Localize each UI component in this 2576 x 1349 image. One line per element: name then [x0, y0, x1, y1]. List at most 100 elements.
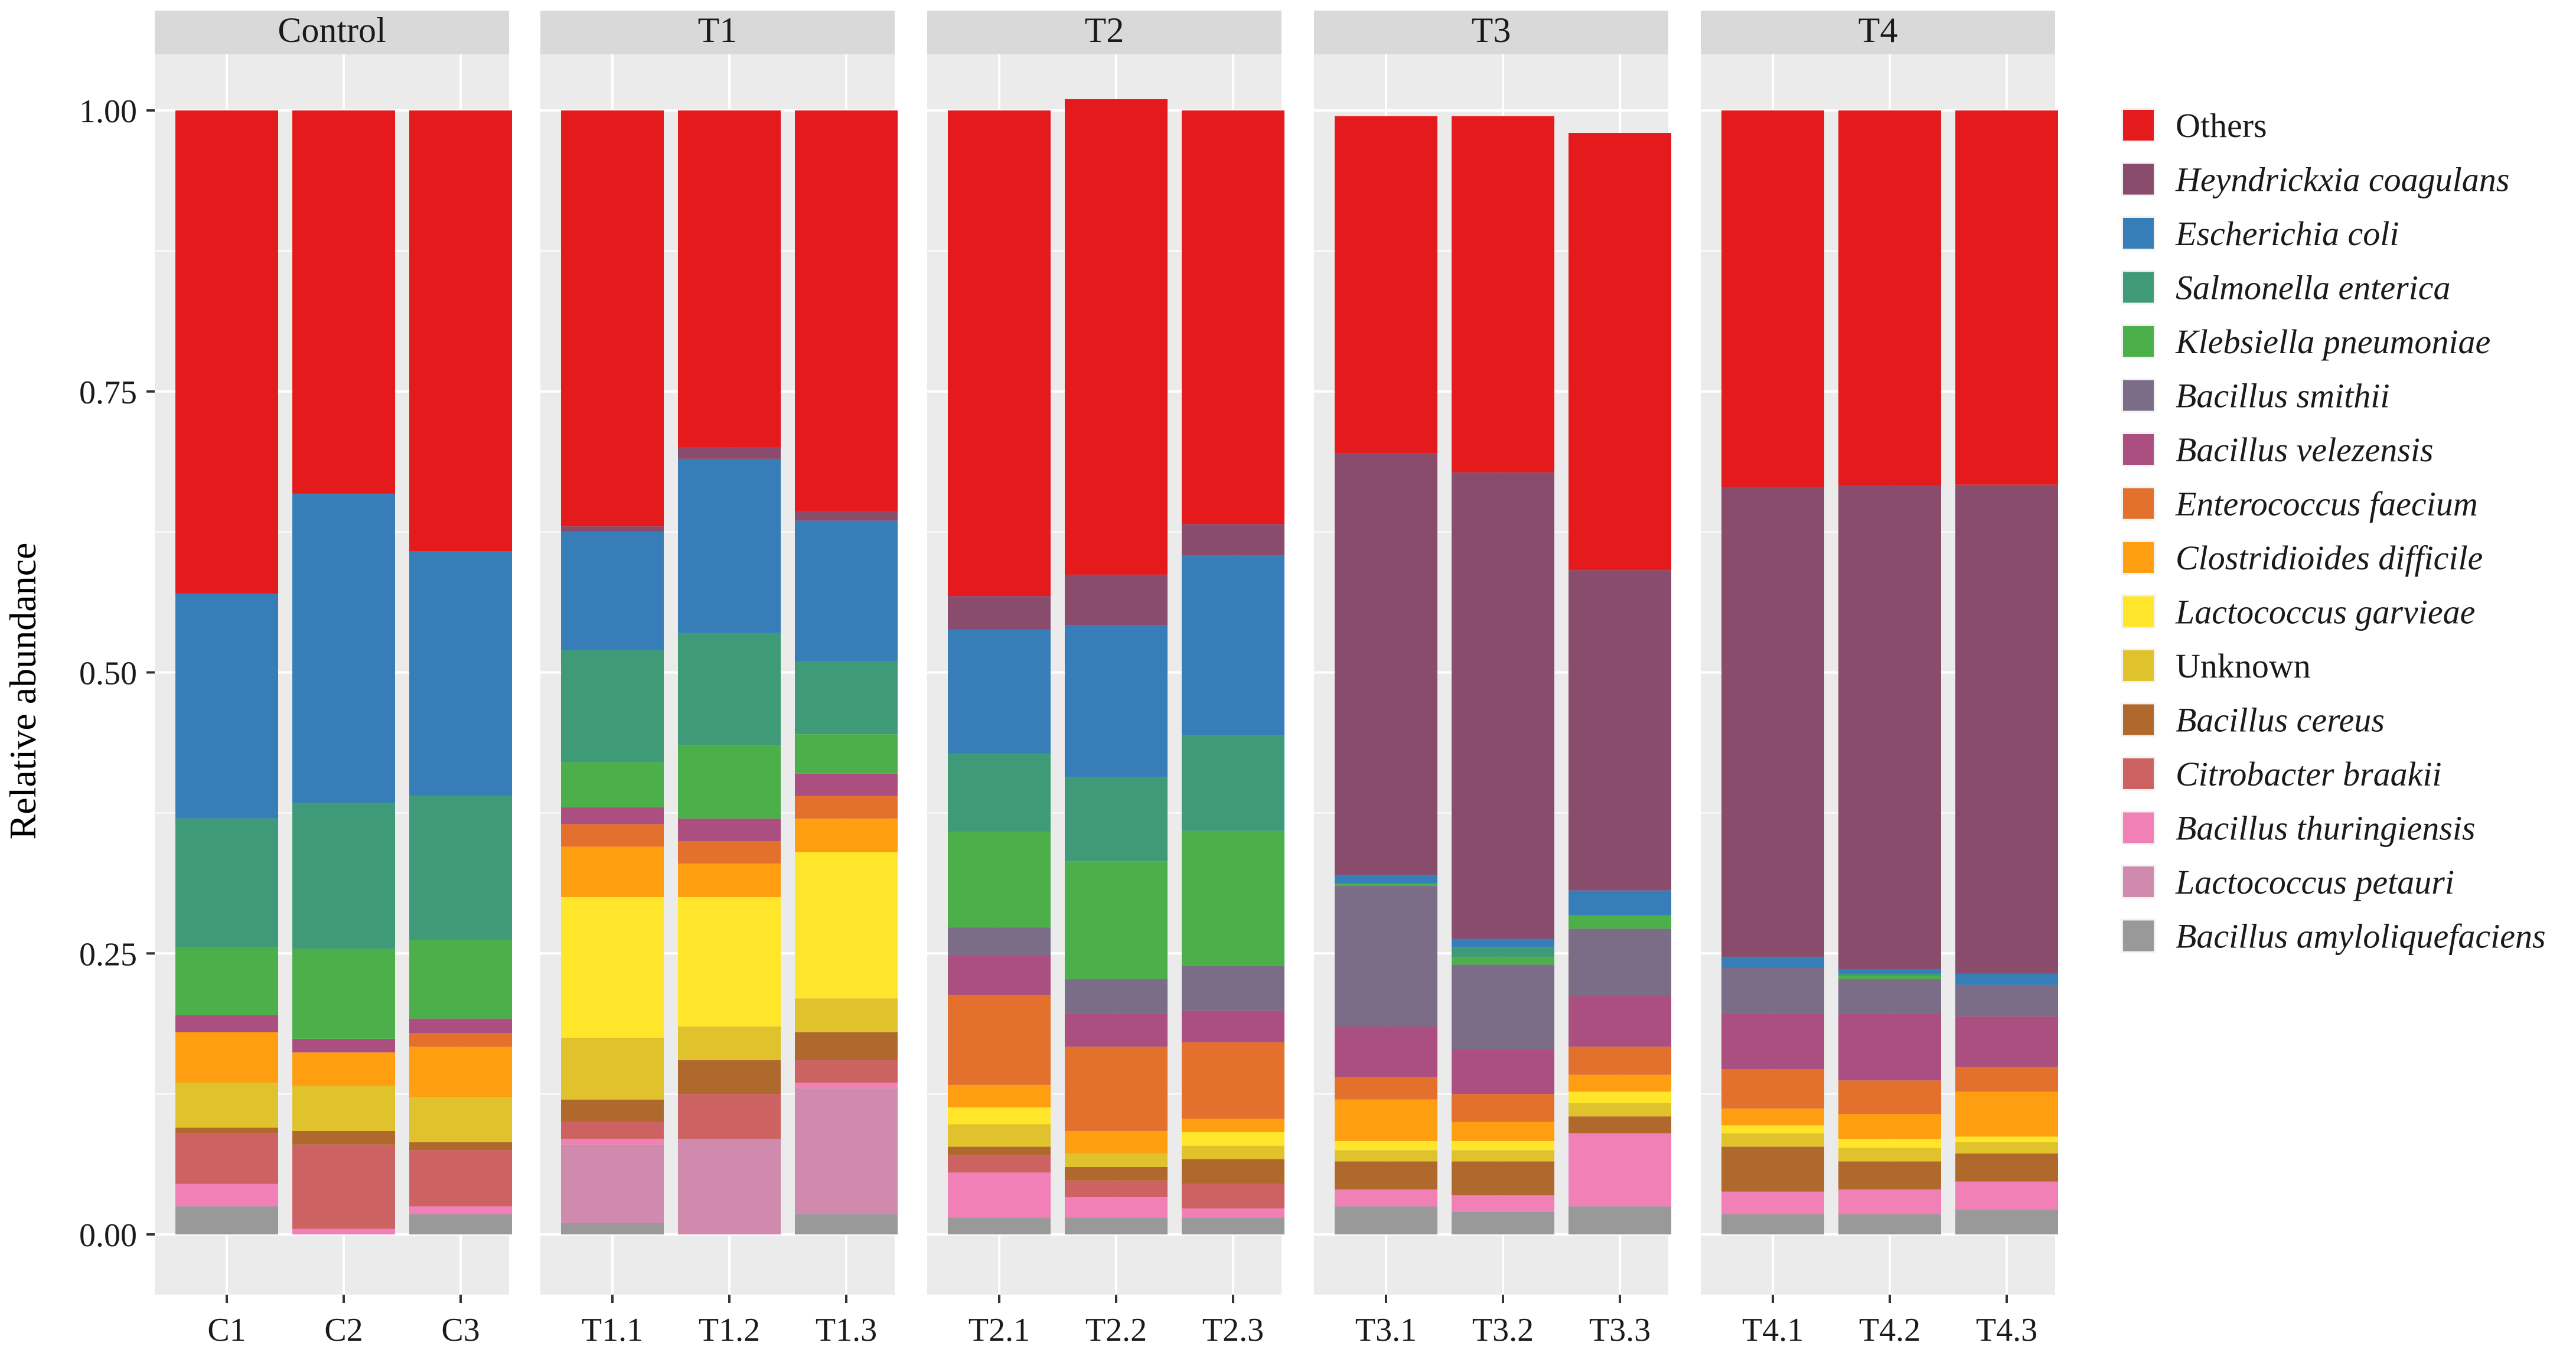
bar-segment-enterococcus-faecium — [1569, 1047, 1671, 1075]
bar-segment-bacillus-cereus — [561, 1099, 664, 1122]
bar-segment-unknown — [1721, 1133, 1824, 1147]
bar-segment-escherichia-coli — [1065, 625, 1168, 777]
bar-segment-others — [795, 110, 898, 512]
bar-segment-escherichia-coli — [561, 532, 664, 650]
y-tick-label: 0.75 — [79, 374, 137, 411]
facet-title: T1 — [698, 11, 738, 50]
bar-segment-bacillus-amyloliquefaciens — [175, 1206, 278, 1234]
bar-segment-escherichia-coli — [175, 594, 278, 819]
bar-segment-lactococcus-garvieae — [1838, 1139, 1941, 1148]
bar-segment-clostridioides-difficile — [948, 1084, 1051, 1107]
bar-segment-bacillus-thuringiensis — [1452, 1195, 1554, 1212]
bar-segment-bacillus-velezensis — [948, 956, 1051, 995]
bar-segment-bacillus-velezensis — [561, 807, 664, 825]
bar-segment-escherichia-coli — [1182, 555, 1284, 736]
x-tick-label: C1 — [207, 1312, 246, 1346]
facet-strip — [155, 11, 509, 54]
facet-t3: T3 T3.1 T3.2 T3.3 — [1314, 11, 1671, 1348]
y-axis-title: Relative abundance — [2, 543, 44, 840]
bar-segment-klebsiella-pneumoniae — [948, 832, 1051, 928]
bar-segment-unknown — [292, 1086, 395, 1131]
bar-segment-bacillus-amyloliquefaciens — [1955, 1210, 2058, 1234]
bar-segment-clostridioides-difficile — [561, 846, 664, 898]
bar-segment-clostridioides-difficile — [678, 864, 781, 898]
legend-label: Others — [2176, 106, 2267, 145]
bar-segment-klebsiella-pneumoniae — [409, 940, 512, 1019]
legend-item-bacillus-velezensis: Bacillus velezensis — [2121, 431, 2434, 469]
bar-segment-heyndrickxia-coagulans — [1182, 524, 1284, 556]
bar-segment-bacillus-smithii — [1955, 985, 2058, 1016]
legend-item-lactococcus-garvieae: Lactococcus garvieae — [2121, 593, 2475, 631]
facet-strip — [1314, 11, 1668, 54]
x-tick-label: C2 — [324, 1312, 363, 1346]
bar-segment-salmonella-enterica — [678, 633, 781, 746]
x-tick-label: T3.3 — [1589, 1312, 1651, 1346]
facet-t1: T1 T1.1 T1.2 T1.3 — [540, 11, 898, 1348]
bar-segment-bacillus-thuringiensis — [948, 1172, 1051, 1218]
legend-label: Bacillus velezensis — [2176, 431, 2434, 469]
bar-segment-bacillus-thuringiensis — [1569, 1133, 1671, 1207]
bar-segment-clostridioides-difficile — [1335, 1099, 1437, 1142]
bar-segment-bacillus-amyloliquefaciens — [1335, 1206, 1437, 1234]
bar-segment-bacillus-thuringiensis — [561, 1139, 664, 1145]
bar-segment-clostridioides-difficile — [1569, 1074, 1671, 1092]
bar-segment-enterococcus-faecium — [1182, 1042, 1284, 1119]
bar-segment-bacillus-thuringiensis — [292, 1229, 395, 1234]
bar-segment-bacillus-amyloliquefaciens — [1721, 1214, 1824, 1234]
legend-item-clostridioides-difficile: Clostridioides difficile — [2121, 539, 2483, 577]
legend-label: Bacillus cereus — [2176, 701, 2385, 739]
bar-segment-escherichia-coli — [1838, 969, 1941, 974]
bar-segment-enterococcus-faecium — [1838, 1080, 1941, 1115]
x-tick-label: T4.2 — [1859, 1312, 1920, 1346]
bar-segment-heyndrickxia-coagulans — [1452, 472, 1554, 939]
bar-segment-bacillus-thuringiensis — [1335, 1189, 1437, 1207]
bar-segment-unknown — [678, 1026, 781, 1061]
legend-swatch — [2123, 920, 2154, 952]
bar-segment-bacillus-cereus — [1721, 1146, 1824, 1192]
bar-segment-enterococcus-faecium — [1335, 1077, 1437, 1100]
bar-segment-clostridioides-difficile — [1838, 1114, 1941, 1139]
facet-title: Control — [278, 11, 386, 50]
y-tick-label: 1.00 — [79, 93, 137, 130]
bar-c3 — [409, 110, 512, 1234]
bar-segment-lactococcus-petauri — [795, 1088, 898, 1214]
bar-segment-others — [1065, 99, 1168, 575]
bar-segment-lactococcus-petauri — [678, 1139, 781, 1234]
legend-item-citrobacter-braakii: Citrobacter braakii — [2121, 755, 2442, 793]
bar-segment-bacillus-velezensis — [1065, 1013, 1168, 1047]
x-tick-label: T4.3 — [1976, 1312, 2037, 1346]
bar-segment-citrobacter-braakii — [292, 1144, 395, 1229]
facet-strip — [540, 11, 895, 54]
x-tick-label: T2.2 — [1085, 1312, 1147, 1346]
bar-segment-lactococcus-garvieae — [795, 852, 898, 999]
bar-segment-others — [678, 110, 781, 448]
bar-segment-salmonella-enterica — [409, 796, 512, 940]
bar-segment-others — [1569, 133, 1671, 571]
bar-t4-2 — [1838, 110, 1941, 1234]
bar-segment-heyndrickxia-coagulans — [795, 511, 898, 521]
bar-segment-heyndrickxia-coagulans — [948, 596, 1051, 630]
legend-swatch — [2123, 434, 2154, 465]
legend-swatch — [2123, 650, 2154, 681]
bar-segment-bacillus-amyloliquefaciens — [1838, 1214, 1941, 1234]
bar-segment-bacillus-velezensis — [175, 1015, 278, 1032]
bar-t3-3 — [1569, 133, 1671, 1234]
bar-segment-bacillus-thuringiensis — [1065, 1197, 1168, 1218]
bar-segment-bacillus-cereus — [948, 1146, 1051, 1156]
bar-segment-bacillus-thuringiensis — [409, 1206, 512, 1214]
bar-segment-bacillus-amyloliquefaciens — [1182, 1217, 1284, 1234]
bar-c2 — [292, 110, 395, 1234]
bar-segment-bacillus-cereus — [1182, 1159, 1284, 1184]
bar-segment-lactococcus-garvieae — [1721, 1125, 1824, 1133]
bar-segment-klebsiella-pneumoniae — [795, 734, 898, 774]
bar-segment-bacillus-velezensis — [1182, 1011, 1284, 1042]
bar-segment-enterococcus-faecium — [561, 824, 664, 847]
bar-segment-heyndrickxia-coagulans — [678, 447, 781, 459]
legend-label: Unknown — [2176, 647, 2311, 685]
bar-segment-escherichia-coli — [795, 520, 898, 662]
bar-segment-clostridioides-difficile — [1721, 1108, 1824, 1126]
bar-segment-bacillus-smithii — [1335, 886, 1437, 1027]
bar-segment-bacillus-smithii — [948, 927, 1051, 956]
bar-segment-bacillus-velezensis — [1452, 1049, 1554, 1094]
